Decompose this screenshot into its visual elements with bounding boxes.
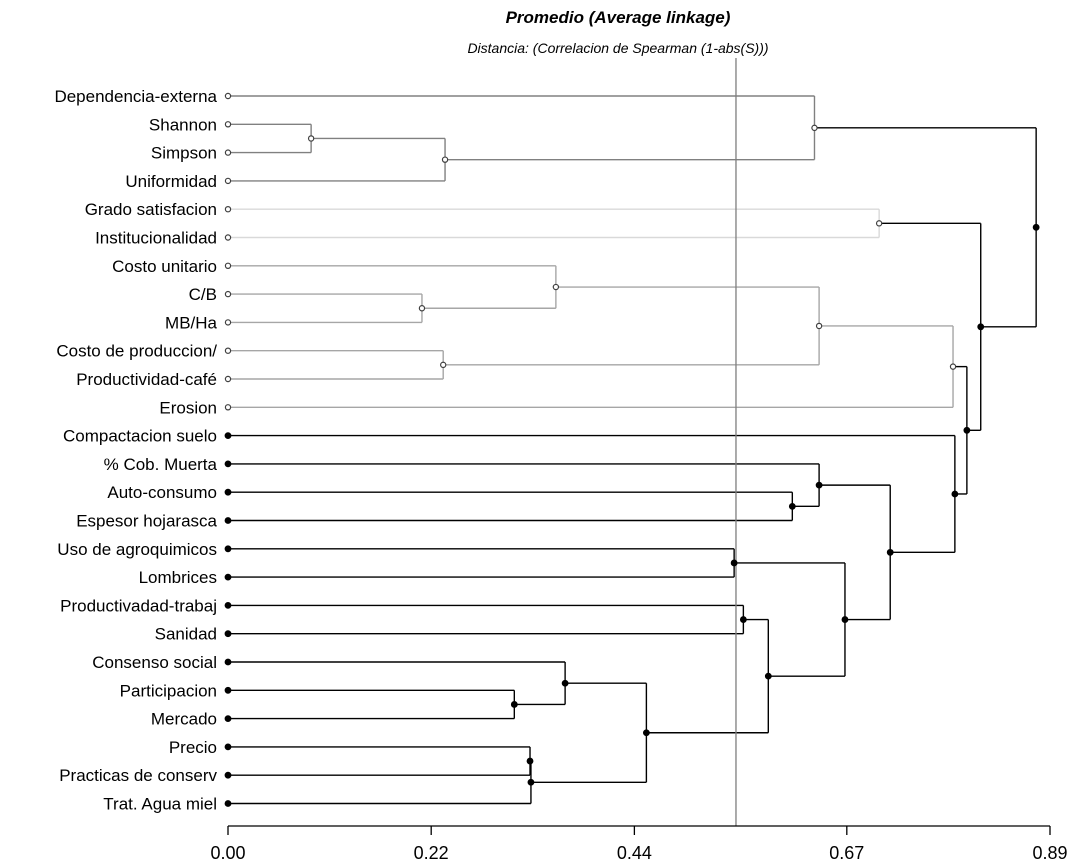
leaf-label-productividad-caf: Productividad-café [76,370,217,389]
node-marker [527,778,535,786]
leaf-labels: Dependencia-externa Shannon Simpson Uniform… [54,87,217,814]
leaf-marker-productividad-caf [224,375,232,383]
node-marker [815,481,823,489]
node-marker [561,679,569,687]
leaf-label-lombrices: Lombrices [139,568,217,587]
leaf-marker-mercado [224,715,232,722]
node-marker [739,616,747,623]
leaf-marker-lombrices [224,573,232,581]
leaf-marker-costo-unitario [224,262,232,269]
leaf-label-practicas-de-conserv: Practicas de conserv [59,766,217,785]
node-marker [441,156,449,163]
leaf-label-cob-muerta: % Cob. Muerta [104,455,218,474]
leaf-label-costo-unitario: Costo unitario [112,257,217,276]
leaf-marker-auto-consumo [224,488,232,496]
leaf-label-espesor-hojarasca: Espesor hojarasca [76,512,217,531]
leaf-marker-institucionalidad [224,234,232,241]
leaf-label-erosion: Erosion [159,398,217,417]
leaf-marker-uniformidad [224,177,232,185]
leaf-label-dependencia-externa: Dependencia-externa [54,87,217,106]
leaf-label-auto-consumo: Auto-consumo [107,483,217,502]
x-axis: 0.00 0.22 0.44 0.67 0.89 [210,825,1068,863]
leaf-marker-consenso-social [224,658,232,666]
leaf-marker-grado-satisfacion [224,205,232,213]
leaf-marker-trat-agua-miel [224,800,232,807]
node-marker [1032,223,1040,231]
x-tick-label: 0.67 [829,843,864,862]
node-marker [764,672,772,680]
node-marker [811,124,818,132]
leaf-marker-c-b [224,290,232,298]
leaf-marker-erosion [224,404,232,411]
leaf-label-mercado: Mercado [151,710,217,729]
leaf-label-costo-de-produccion: Costo de produccion/ [56,342,217,361]
node-marker [815,322,823,330]
leaf-marker-practicas-de-conserv [224,771,232,779]
node-marker [949,363,957,370]
node-marker [526,757,534,765]
node-marker [418,305,426,312]
x-tick-label: 0.44 [617,843,652,862]
x-tick-label: 0.89 [1032,843,1067,862]
leaf-label-institucionalidad: Institucionalidad [95,229,217,248]
node-marker [439,361,447,369]
leaf-marker-precio [224,743,232,751]
leaf-label-trat-agua-miel: Trat. Agua miel [103,795,217,814]
node-marker [552,283,560,291]
leaf-label-uso-de-agroquimicos: Uso de agroquimicos [57,540,217,559]
chart-title: Promedio (Average linkage) [506,8,731,27]
leaf-marker-sanidad [224,630,232,638]
leaf-label-uniformidad: Uniformidad [125,172,217,191]
node-marker [788,502,796,510]
leaf-label-sanidad: Sanidad [155,625,217,644]
leaf-label-precio: Precio [169,738,217,757]
leaf-marker-compactacion-suelo [224,432,232,440]
node-marker [642,729,650,737]
node-marker [963,426,971,434]
leaf-marker-shannon [224,121,232,128]
leaf-marker-costo-de-produccion [224,347,232,354]
leaf-marker-espesor-hojarasca [224,517,232,524]
leaf-label-c-b: C/B [189,285,217,304]
x-tick-label: 0.22 [414,843,449,862]
leaf-marker-cob-muerta [224,460,232,468]
node-marker [977,323,985,331]
leaf-label-consenso-social: Consenso social [92,653,217,672]
node-marker [510,701,518,708]
node-marker [307,135,315,142]
leaf-label-simpson: Simpson [151,144,217,163]
chart-subtitle: Distancia: (Correlacion de Spearman (1-a… [467,40,768,56]
node-marker [886,548,894,556]
node-marker [730,559,738,567]
leaf-marker-mb-ha [224,319,232,326]
node-marker [875,220,883,227]
node-marker [951,490,959,498]
dendrogram-links [228,95,1037,805]
dendrogram-nodes [224,92,1040,807]
x-tick-label: 0.00 [210,843,245,862]
leaf-marker-simpson [224,149,232,156]
leaf-label-productivadad-trabaj: Productivadad-trabaj [60,596,217,615]
leaf-marker-uso-de-agroquimicos [224,545,232,553]
node-marker [841,616,849,623]
leaf-label-grado-satisfacion: Grado satisfacion [85,200,217,219]
leaf-label-shannon: Shannon [149,115,217,134]
leaf-marker-dependencia-externa [224,92,232,100]
leaf-marker-participacion [224,686,232,694]
leaf-label-mb-ha: MB/Ha [165,313,218,332]
leaf-label-participacion: Participacion [120,681,217,700]
leaf-label-compactacion-suelo: Compactacion suelo [63,427,217,446]
leaf-marker-productivadad-trabaj [224,602,232,609]
